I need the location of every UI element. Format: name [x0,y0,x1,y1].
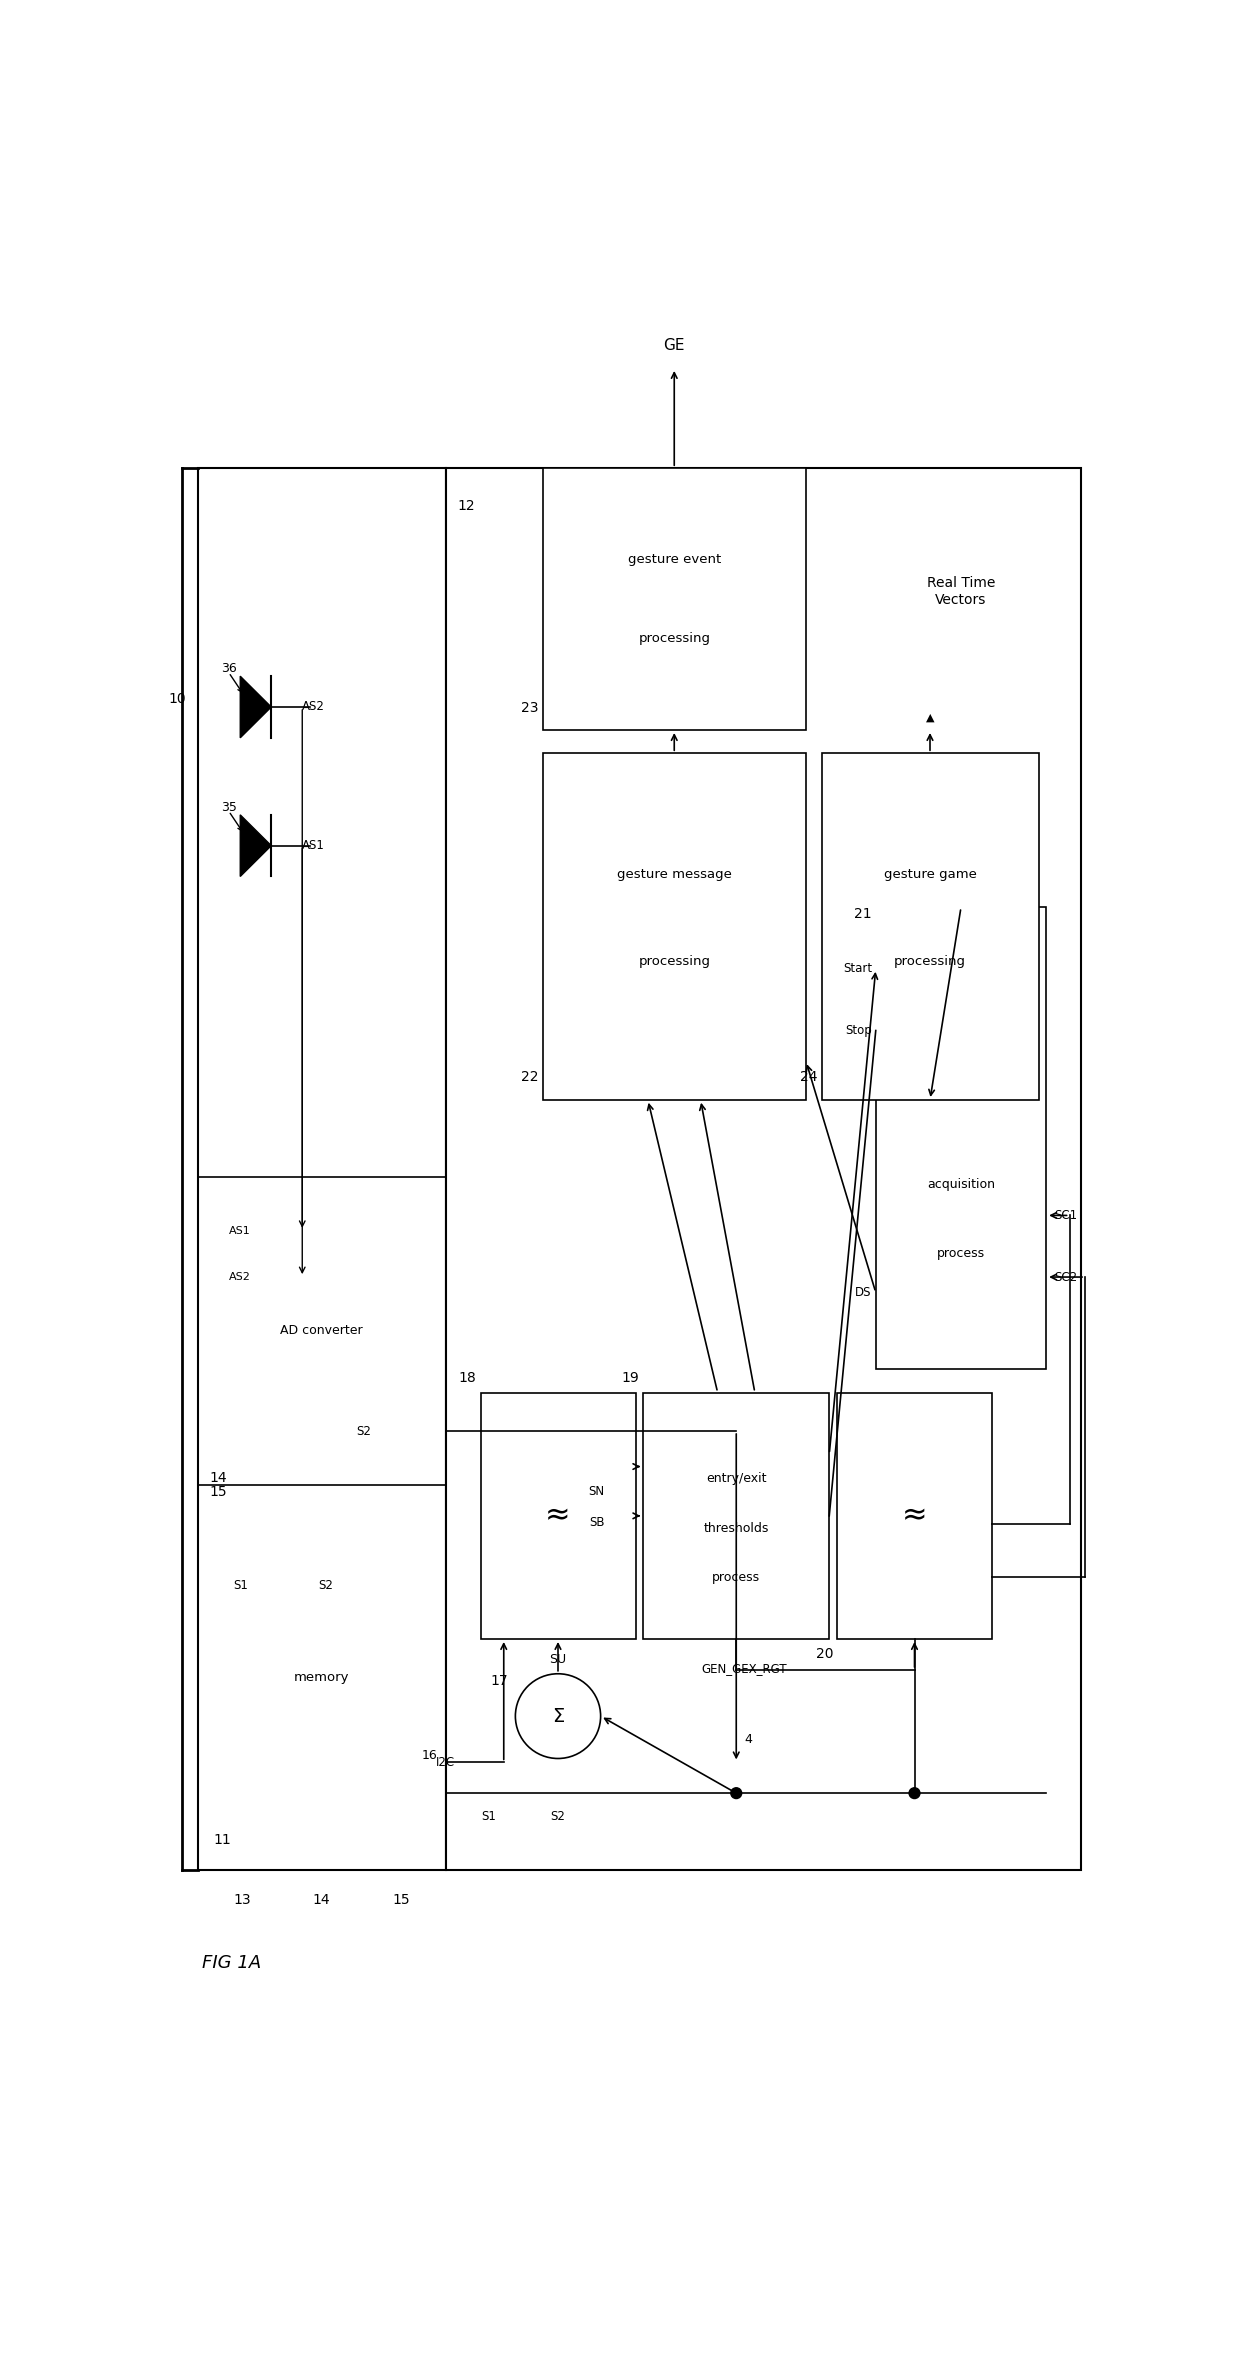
Text: 23: 23 [521,701,538,715]
Text: DS: DS [856,1287,872,1299]
Text: Start: Start [843,963,872,975]
Text: entry/exit: entry/exit [706,1473,766,1485]
Text: S2: S2 [357,1424,371,1438]
Bar [837,1393,992,1639]
Text: process: process [937,1247,985,1261]
Text: FIG 1A: FIG 1A [201,1953,260,1971]
Bar [875,907,1047,1369]
Text: SN: SN [588,1485,605,1497]
Bar [445,467,1081,1870]
Bar [644,1393,830,1639]
Text: 15: 15 [210,1485,227,1499]
Bar [821,753,1039,1100]
Text: 14: 14 [312,1894,330,1908]
Text: 12: 12 [458,498,475,512]
Text: AS1: AS1 [228,1225,250,1235]
Text: processing: processing [894,954,966,968]
Text: 10: 10 [169,692,186,706]
Text: GEN_GEX_RGT: GEN_GEX_RGT [701,1662,787,1676]
Text: processing: processing [639,954,711,968]
Text: 18: 18 [459,1372,476,1386]
Text: 36: 36 [221,661,237,675]
Text: Stop: Stop [846,1025,872,1036]
Text: GE: GE [663,338,684,352]
Text: 24: 24 [800,1070,817,1084]
Bar [543,467,806,730]
Text: AS2: AS2 [228,1273,250,1282]
Text: ▲: ▲ [926,713,934,722]
Bar [197,467,445,1870]
Text: 20: 20 [816,1648,833,1660]
Text: Real Time
Vectors: Real Time Vectors [926,576,996,607]
Text: 4: 4 [744,1733,751,1745]
Text: 13: 13 [233,1894,250,1908]
Bar [481,1393,635,1639]
Text: AS2: AS2 [303,701,325,713]
Text: SB: SB [589,1516,605,1530]
Circle shape [909,1787,920,1799]
Text: ≈: ≈ [901,1502,928,1530]
Text: SC2: SC2 [1054,1270,1078,1284]
Text: S1: S1 [233,1580,248,1591]
Text: AD converter: AD converter [280,1325,363,1336]
Text: ≈: ≈ [546,1502,570,1530]
Polygon shape [241,675,272,737]
Text: 35: 35 [221,800,237,815]
Text: acquisition: acquisition [928,1178,994,1190]
Text: 16: 16 [422,1750,438,1761]
Text: processing: processing [639,633,711,645]
Text: 21: 21 [854,907,872,921]
Text: S2: S2 [319,1580,332,1591]
Text: 19: 19 [621,1372,640,1386]
Text: Σ: Σ [552,1707,564,1726]
Text: SC1: SC1 [1054,1209,1078,1223]
Text: S1: S1 [481,1811,496,1823]
Text: gesture message: gesture message [616,869,732,881]
Text: process: process [712,1570,760,1584]
Text: I2C: I2C [436,1757,455,1768]
Text: memory: memory [294,1672,350,1683]
Text: 14: 14 [210,1471,227,1485]
Text: 11: 11 [213,1832,231,1846]
Text: thresholds: thresholds [703,1523,769,1535]
Text: gesture event: gesture event [627,552,720,567]
Text: AS1: AS1 [303,838,325,852]
Text: 17: 17 [490,1674,507,1688]
Circle shape [730,1787,742,1799]
Circle shape [516,1674,600,1759]
Text: SU: SU [549,1653,567,1667]
Text: 22: 22 [521,1070,538,1084]
Text: gesture game: gesture game [884,869,976,881]
Bar [543,753,806,1100]
Text: 15: 15 [392,1894,409,1908]
Text: S2: S2 [551,1811,565,1823]
Polygon shape [241,815,272,876]
